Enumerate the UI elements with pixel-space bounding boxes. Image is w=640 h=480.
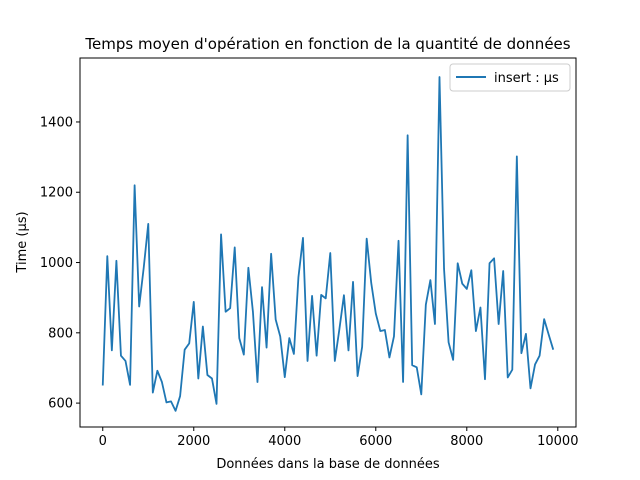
legend-label: insert : µs [494, 71, 559, 86]
x-tick-label: 8000 [450, 434, 483, 449]
y-tick-label: 1000 [40, 256, 73, 271]
line-layer [101, 76, 555, 412]
x-tick-label: 4000 [268, 434, 301, 449]
x-axis-label: Données dans la base de données [216, 457, 440, 472]
x-tick-label: 2000 [177, 434, 210, 449]
y-tick-label: 800 [48, 326, 73, 341]
y-axis-ticks: 600 800 1000 1200 1400 [40, 115, 80, 412]
y-axis-label: Time (µs) [15, 211, 30, 273]
x-tick-label: 6000 [359, 434, 392, 449]
x-tick-label: 10000 [537, 434, 578, 449]
legend-box [449, 63, 571, 92]
series-line-0 [101, 76, 555, 412]
x-axis-ticks: 0 2000 4000 6000 8000 10000 [99, 427, 578, 449]
y-tick-label: 600 [48, 397, 73, 412]
legend: insert : µs [449, 63, 571, 92]
chart-title: Temps moyen d'opération en fonction de l… [84, 35, 570, 53]
x-tick-label: 0 [99, 434, 107, 449]
y-tick-label: 1200 [40, 186, 73, 201]
y-tick-label: 1400 [40, 115, 73, 130]
plot-frame [79, 57, 577, 428]
plot-area [79, 57, 577, 428]
